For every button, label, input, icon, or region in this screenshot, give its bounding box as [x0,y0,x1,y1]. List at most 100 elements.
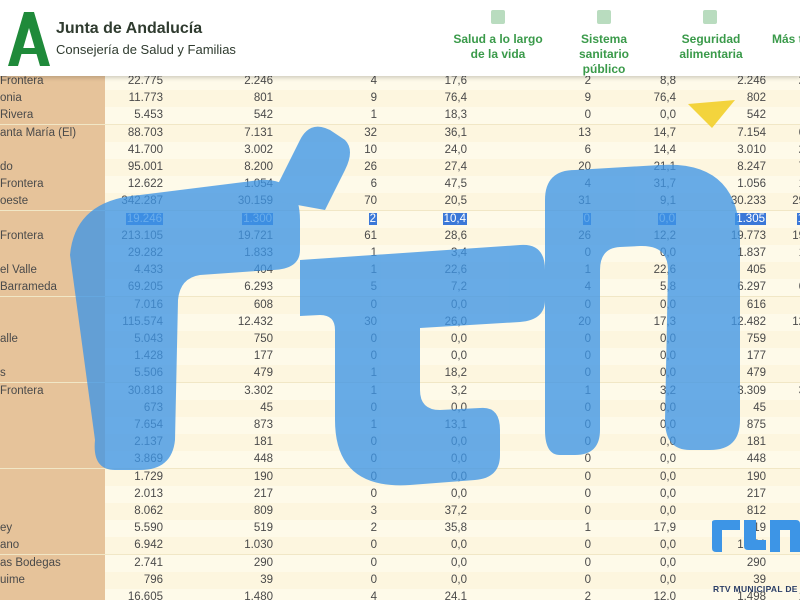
table-cell: 875 [676,417,766,434]
cell-value: 29.65 [792,195,800,208]
table-cell: 448 [183,451,273,468]
table-cell: 70 [287,193,377,210]
table-cell: 13 [501,125,591,142]
table-cell: 1.030 [183,537,273,554]
name-cell-bg [0,434,105,452]
table-cell: 608 [183,297,273,314]
table-cell: 45 [676,400,766,417]
cell-value: 1.02 [799,178,800,190]
cell-value: 0 [584,109,591,122]
table-cell: 7.131 [183,125,273,142]
table-cell: 809 [183,503,273,520]
cell-value: 76,4 [653,92,676,105]
table-cell: 0,0 [377,572,467,589]
municipality-name: ano [0,539,20,552]
table-cell: 3.309 [676,383,766,400]
name-cell-bg [0,331,105,348]
cell-value: 0,0 [660,453,676,466]
cell-value: 76,4 [444,92,467,105]
cell-value: 1.480 [244,591,273,600]
table-cell: 0,0 [377,486,467,503]
nav-icon [703,10,717,24]
cell-value: 2 [584,591,591,600]
site-header: Junta de Andalucía Consejería de Salud y… [0,0,800,76]
table-cell: 0,0 [586,503,676,520]
nav-item[interactable]: Sistema sanitario público [578,32,629,76]
cell-value: 11.773 [128,92,163,105]
cell-value: 1.498 [737,591,766,600]
table-cell: 36,1 [377,125,467,142]
cell-value: 3.26 [799,385,800,397]
logo [8,12,50,66]
cell-value: 616 [746,298,766,311]
cell-value: 190 [253,470,273,483]
table-cell: 0 [501,537,591,554]
table-row: 16.605 1.480 4 24,1 2 12,0 1.498 1.46 [0,589,800,600]
cell-value: 9 [370,92,377,105]
name-cell-bg [0,451,105,469]
name-cell-bg [0,382,105,400]
cell-value: 2.741 [134,556,163,569]
name-cell-bg [0,485,105,503]
name-cell-bg [0,571,105,589]
table-cell: 6.297 [676,279,766,296]
cell-value: 750 [253,333,273,345]
cell-value: 18,3 [444,109,467,122]
cell-value: 32 [364,126,377,139]
table-cell: 2 [501,589,591,600]
cell-value: 2 [368,212,377,225]
name-cell-bg [0,141,105,159]
table-cell: 1 [287,107,377,124]
table-cell: 37,2 [377,503,467,520]
table-cell: 0 [287,486,377,503]
table-cell: 3.302 [183,383,273,400]
cell-value: 873 [253,419,273,431]
cell-value: 190 [746,470,766,483]
name-cell-bg [0,503,105,520]
table-row: 41.700 3.002 10 24,0 6 14,4 3.010 2.92 [0,141,800,160]
table-cell: 22.775 [73,73,163,90]
table-cell: 39 [183,572,273,589]
nav-item[interactable]: Más t [772,32,800,46]
municipality-name: Frontera [0,229,44,242]
municipality-name: alle [0,333,18,345]
cell-value: 0,0 [660,109,676,122]
name-cell-bg [0,176,105,194]
cell-value: 875 [746,419,766,431]
table-cell: 12.432 [183,314,273,331]
name-cell-bg [0,107,105,125]
cell-value: 6 [370,178,377,191]
cell-value: 1 [370,109,377,122]
table-cell: 616 [676,297,766,314]
table-cell: 6.99 [731,125,800,142]
nav-item[interactable]: Seguridad alimentaria [679,32,743,61]
table-cell: 14,7 [586,125,676,142]
cell-value: 1 [370,247,377,259]
cell-value: 9 [584,92,591,105]
cell-value: 18,2 [444,367,467,380]
table-row: Frontera 22.775 2.246 4 17,6 2 8,8 2.246 2.21 [0,73,800,91]
cell-value: 0,0 [451,350,467,363]
table-cell: 0,0 [586,486,676,503]
table-cell: 1.480 [183,589,273,600]
site-title[interactable]: Junta de Andalucía [56,20,203,37]
table-cell: 61 [287,228,377,245]
cell-value: 4 [370,591,377,600]
cell-value: 290 [253,556,273,569]
name-cell-bg [0,417,105,434]
cell-value: 0 [584,573,591,586]
table-cell: 2.21 [731,73,800,90]
table-cell: 0 [287,572,377,589]
table-cell: 519 [183,520,273,537]
cell-value: 19.33 [792,229,800,242]
table-cell: 796 [73,572,163,589]
table-cell: 0 [501,486,591,503]
cell-value: 0,0 [451,573,467,586]
municipality-name: Frontera [0,75,44,87]
nav-item[interactable]: Salud a lo largo de la vida [453,32,543,61]
cell-value: 14,4 [653,143,676,156]
cell-value: 3,2 [451,384,467,397]
table-cell: 17,9 [586,520,676,537]
cell-value: 608 [253,298,273,311]
table-cell: 20,5 [377,193,467,210]
